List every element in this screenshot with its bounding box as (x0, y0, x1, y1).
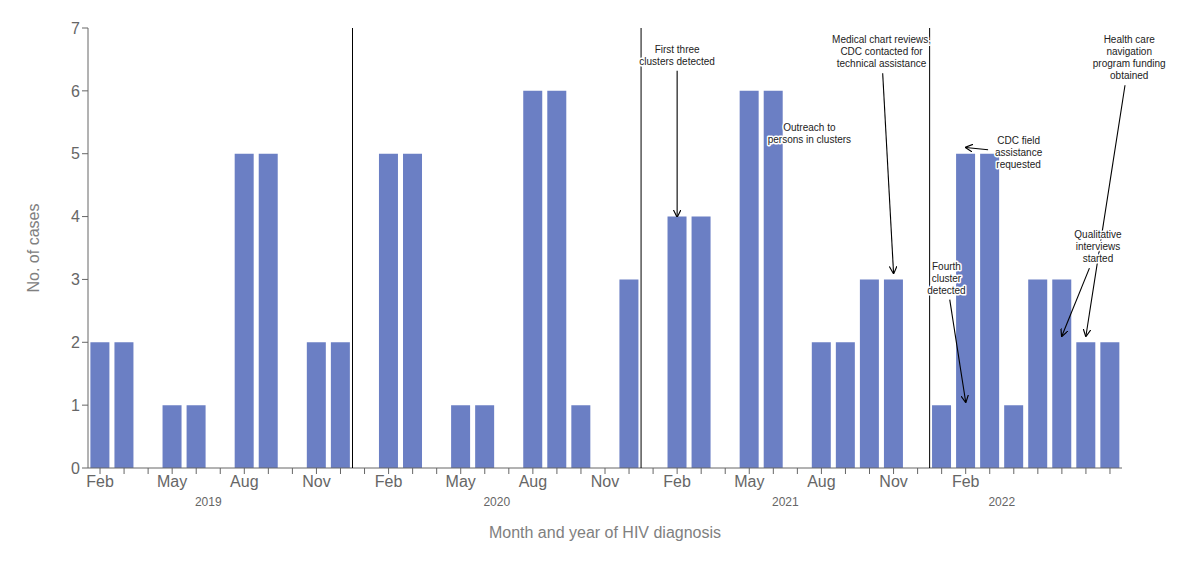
svg-text:2020: 2020 (483, 495, 510, 509)
svg-text:Feb: Feb (663, 473, 691, 490)
svg-text:First threeclusters detected: First threeclusters detected (639, 44, 715, 67)
svg-text:2021: 2021 (772, 495, 799, 509)
svg-text:Feb: Feb (86, 473, 114, 490)
svg-text:May: May (734, 473, 764, 490)
svg-text:1: 1 (71, 397, 80, 414)
svg-text:Nov: Nov (879, 473, 907, 490)
svg-text:Health carenavigationprogram f: Health carenavigationprogram fundingobta… (1093, 34, 1166, 81)
svg-text:6: 6 (71, 83, 80, 100)
svg-text:5: 5 (71, 145, 80, 162)
svg-text:Medical chart reviews,CDC cont: Medical chart reviews,CDC contacted fort… (832, 34, 931, 69)
svg-text:2019: 2019 (195, 495, 222, 509)
svg-text:Nov: Nov (591, 473, 619, 490)
svg-text:Outreach topersons in clusters: Outreach topersons in clusters (768, 122, 851, 145)
svg-text:4: 4 (71, 208, 80, 225)
svg-text:Qualitativeinterviewsstarted: Qualitativeinterviewsstarted (1074, 229, 1122, 264)
svg-text:Aug: Aug (230, 473, 258, 490)
svg-text:0: 0 (71, 460, 80, 477)
svg-text:7: 7 (71, 20, 80, 37)
svg-text:Nov: Nov (302, 473, 330, 490)
svg-text:2022: 2022 (988, 495, 1015, 509)
svg-text:May: May (446, 473, 476, 490)
svg-text:3: 3 (71, 271, 80, 288)
svg-text:Aug: Aug (807, 473, 835, 490)
svg-text:Feb: Feb (952, 473, 980, 490)
svg-text:Feb: Feb (375, 473, 403, 490)
svg-text:No. of cases: No. of cases (25, 204, 42, 293)
svg-text:2: 2 (71, 334, 80, 351)
svg-text:Fourthclusterdetected: Fourthclusterdetected (927, 261, 965, 296)
svg-text:Month and year of HIV diagnosi: Month and year of HIV diagnosis (489, 524, 721, 541)
svg-text:CDC fieldassistancerequested: CDC fieldassistancerequested (995, 135, 1043, 170)
svg-text:May: May (157, 473, 187, 490)
svg-text:Aug: Aug (519, 473, 547, 490)
